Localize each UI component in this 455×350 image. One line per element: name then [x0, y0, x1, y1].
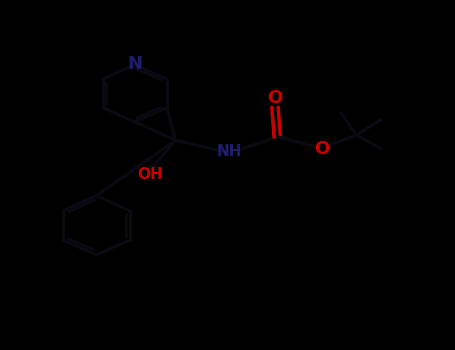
Text: O: O	[314, 140, 329, 158]
Text: NH: NH	[217, 144, 243, 159]
Text: N: N	[127, 55, 142, 73]
Text: O: O	[268, 89, 283, 106]
Text: OH: OH	[138, 168, 163, 182]
